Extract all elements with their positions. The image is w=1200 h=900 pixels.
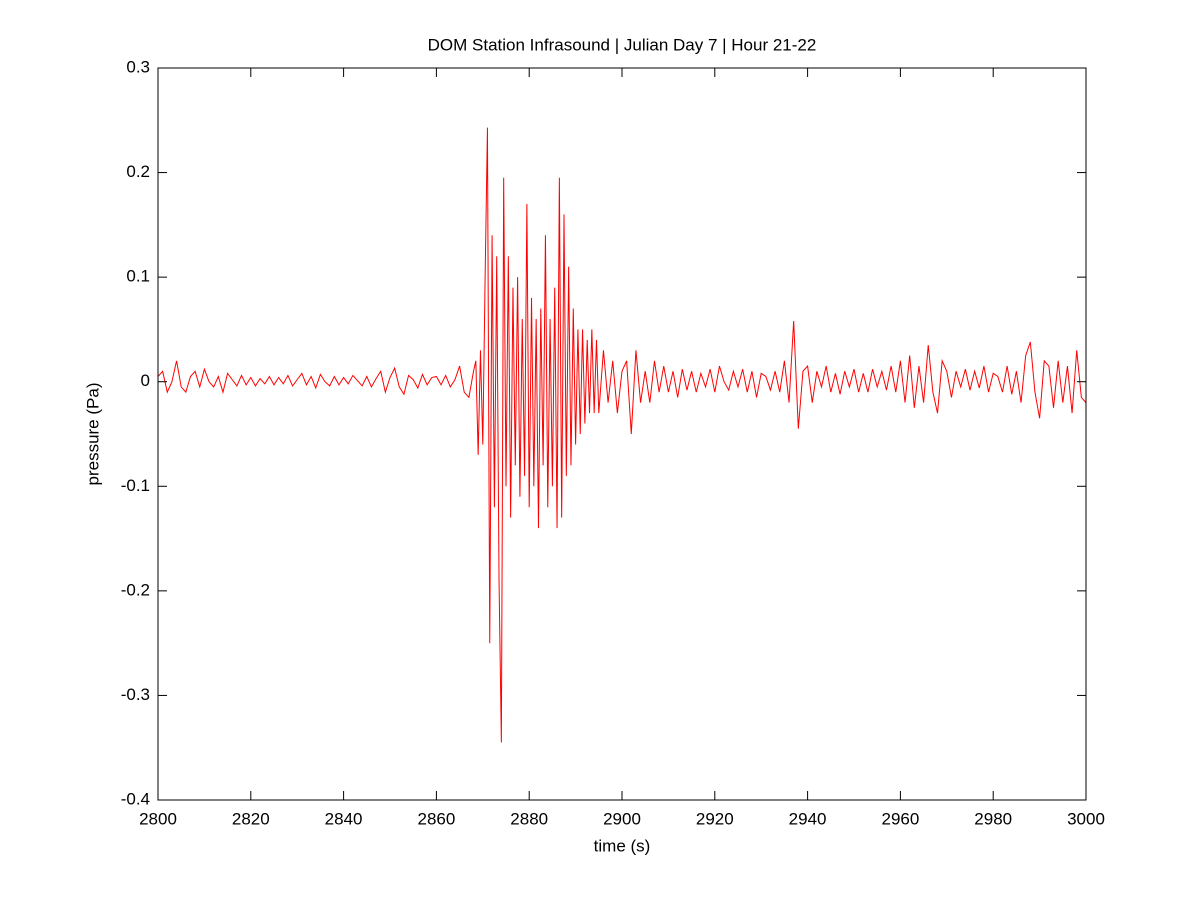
y-tick-label: 0 <box>141 371 150 390</box>
y-axis-label: pressure (Pa) <box>83 383 102 486</box>
x-tick-label: 2940 <box>789 809 827 828</box>
y-tick-label: 0.2 <box>126 162 150 181</box>
y-tick-label: -0.4 <box>121 789 150 808</box>
x-tick-label: 2860 <box>417 809 455 828</box>
y-tick-label: -0.3 <box>121 685 150 704</box>
x-tick-label: 2900 <box>603 809 641 828</box>
x-tick-label: 2800 <box>139 809 177 828</box>
y-tick-label: 0.1 <box>126 267 150 286</box>
x-tick-label: 2820 <box>232 809 270 828</box>
x-tick-label: 2880 <box>510 809 548 828</box>
y-tick-label: -0.1 <box>121 476 150 495</box>
x-tick-label: 2840 <box>325 809 363 828</box>
x-tick-label: 3000 <box>1067 809 1105 828</box>
x-axis-label: time (s) <box>594 836 651 855</box>
x-tick-label: 2920 <box>696 809 734 828</box>
data-line <box>157 127 1087 743</box>
y-tick-label: -0.2 <box>121 580 150 599</box>
x-tick-label: 2980 <box>974 809 1012 828</box>
y-tick-label: 0.3 <box>126 57 150 76</box>
x-tick-label: 2960 <box>881 809 919 828</box>
chart-title: DOM Station Infrasound | Julian Day 7 | … <box>428 35 817 54</box>
